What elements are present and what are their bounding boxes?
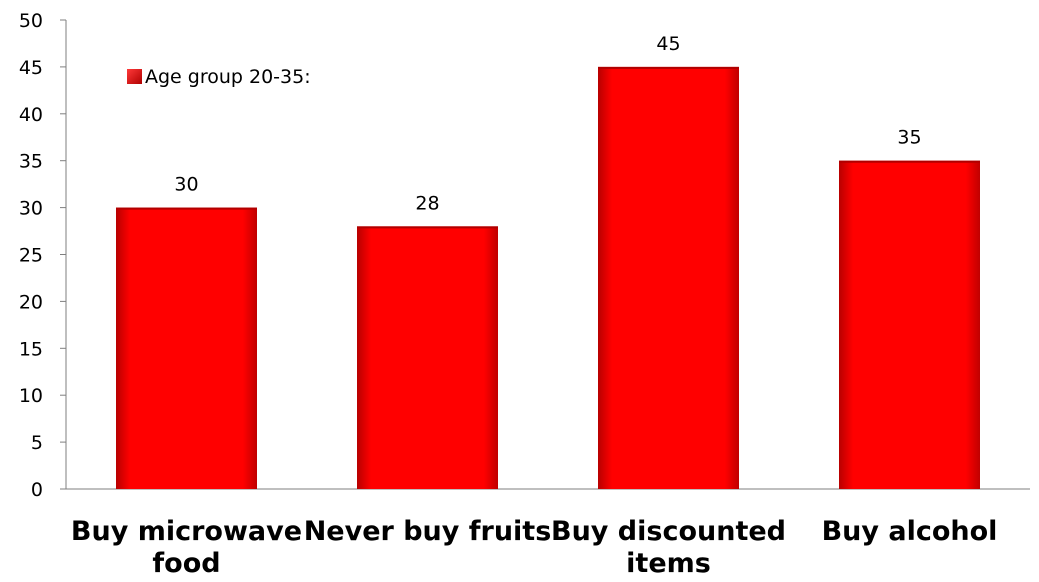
x-category-label-line: Buy discounted	[551, 516, 786, 547]
x-category-label: Never buy fruits	[304, 516, 552, 547]
data-label: 28	[415, 192, 439, 214]
x-category-label-line: Buy microwave	[71, 516, 302, 547]
legend: Age group 20-35:	[127, 66, 311, 88]
bar-top-edge	[839, 160, 980, 163]
y-tick-label: 25	[19, 245, 43, 267]
y-tick-label: 30	[19, 198, 43, 220]
x-category-label-line: food	[152, 548, 220, 578]
bar	[357, 226, 498, 490]
bar	[116, 207, 257, 489]
axes: 0 5 10 15 20 25 30 35 40 45 50	[19, 10, 1030, 501]
x-category-label-line: items	[626, 548, 711, 578]
y-tick-label: 45	[19, 57, 43, 79]
y-tick-label: 15	[19, 338, 43, 360]
data-label: 45	[656, 33, 680, 55]
y-tick-label: 5	[31, 432, 43, 454]
y-tick-label: 50	[19, 10, 43, 32]
y-tick-label: 10	[19, 385, 43, 407]
y-tick-label: 0	[31, 479, 43, 501]
x-category-label-line: Buy alcohol	[822, 516, 998, 547]
x-category-label: Buy discounted items	[551, 516, 786, 578]
x-category-label: Buy alcohol	[822, 516, 998, 547]
data-label: 30	[174, 174, 198, 196]
x-category-label-line: Never buy fruits	[304, 516, 552, 547]
data-label: 35	[897, 127, 921, 149]
legend-label: Age group 20-35:	[145, 66, 311, 88]
y-tick-label: 40	[19, 104, 43, 126]
bar-top-edge	[598, 66, 739, 69]
bar-top-edge	[357, 226, 498, 229]
y-tick-label: 20	[19, 291, 43, 313]
legend-swatch	[127, 69, 142, 84]
y-tick-label: 35	[19, 151, 43, 173]
bar	[839, 160, 980, 489]
bars-group	[116, 66, 980, 490]
bar-top-edge	[116, 207, 257, 210]
bar	[598, 66, 739, 490]
x-category-label: Buy microwave food	[71, 516, 302, 578]
labels-group: 30 Buy microwave food 28 Never buy fruits 45 B…	[71, 33, 998, 579]
